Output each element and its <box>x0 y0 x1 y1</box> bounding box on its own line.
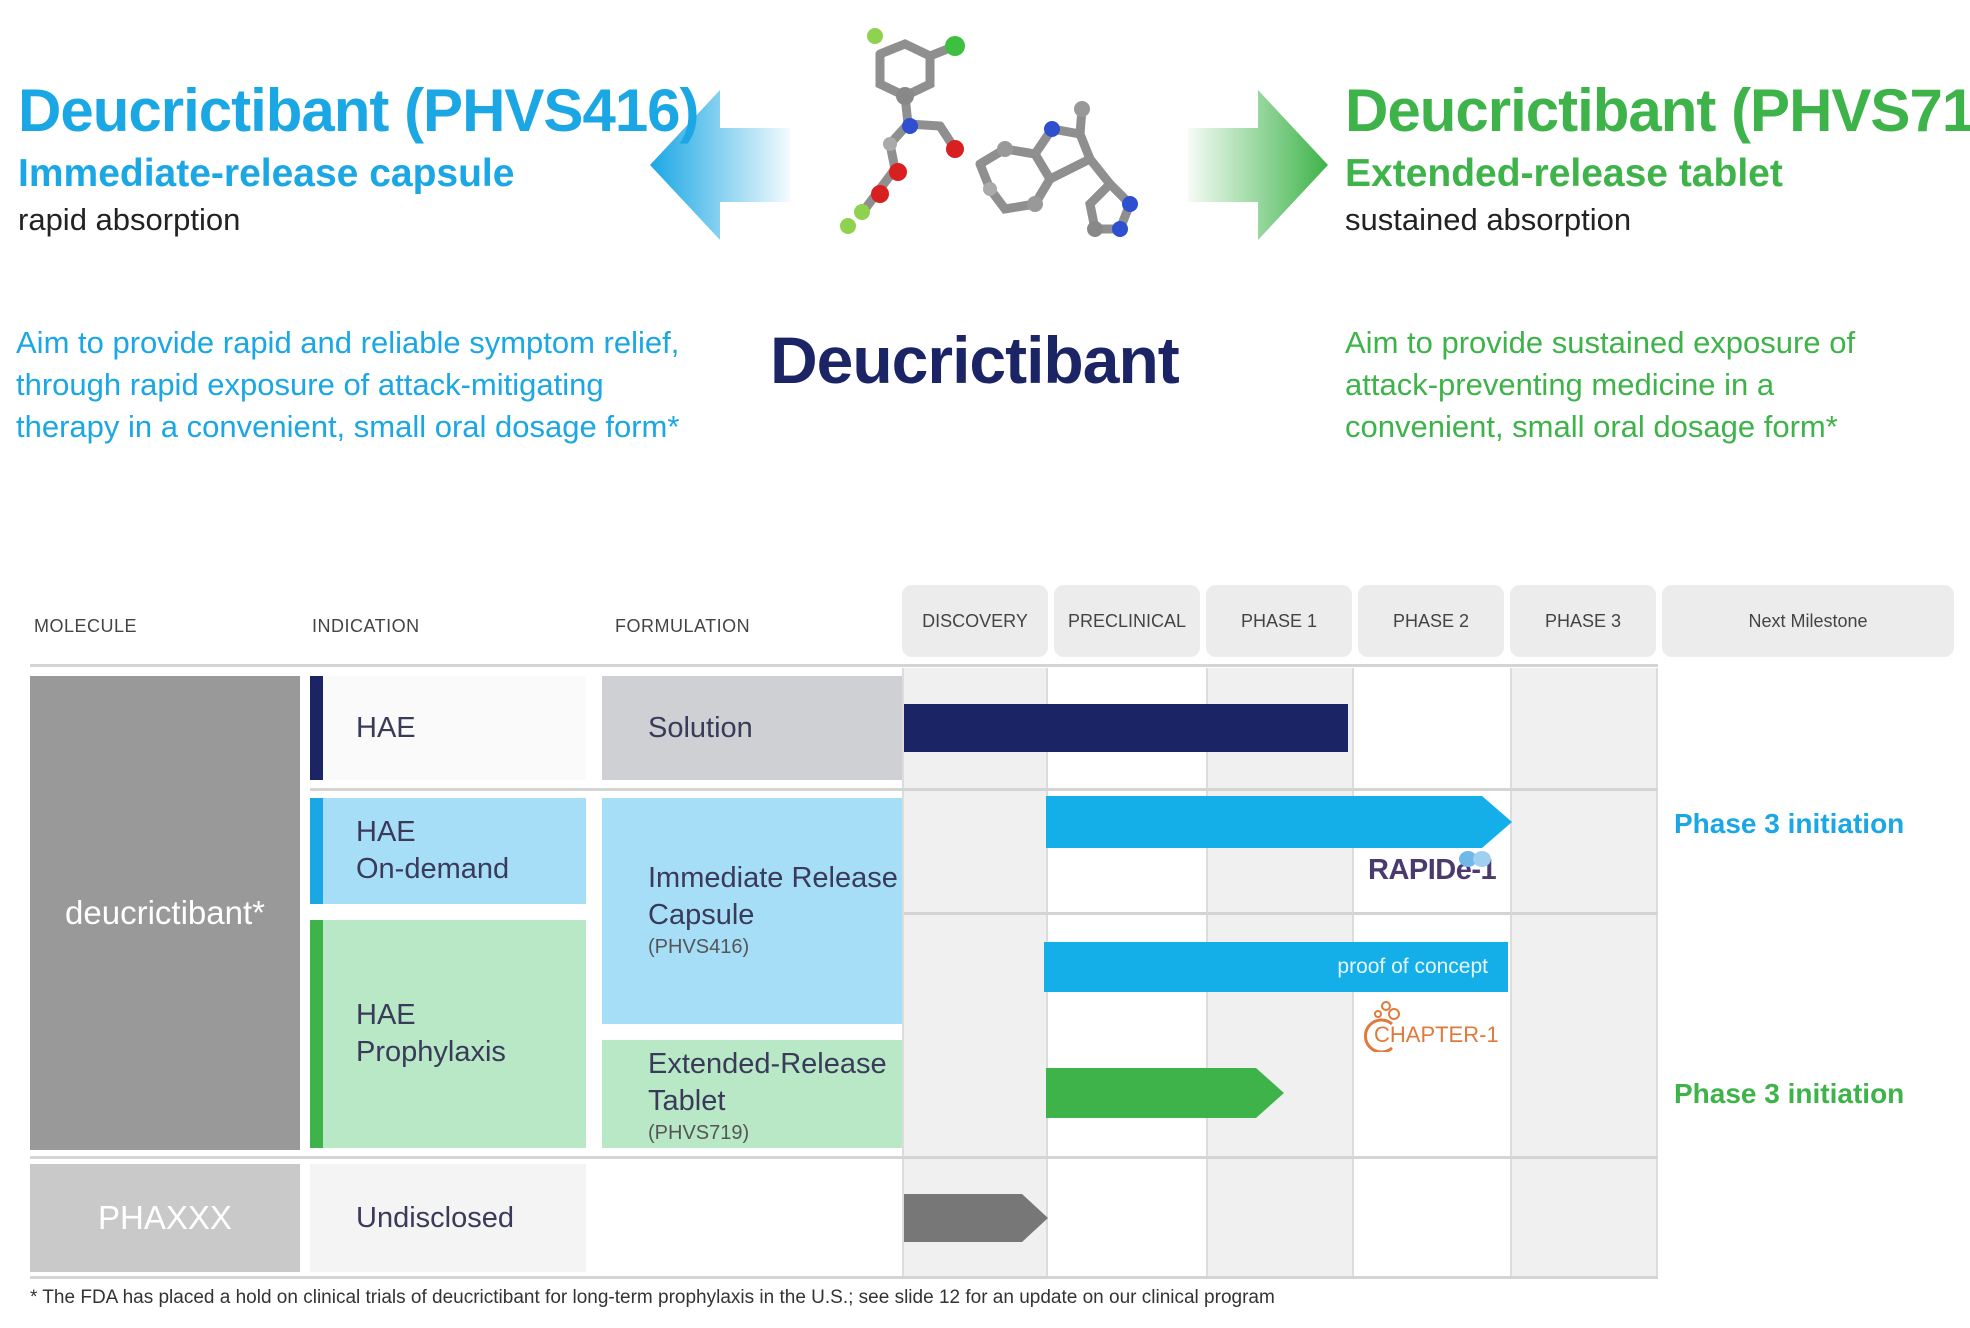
center-title: Deucrictibant <box>770 322 1179 398</box>
indication-hae-label: HAE <box>356 710 416 747</box>
gridline <box>1510 668 1512 1278</box>
gridline <box>1656 668 1658 1278</box>
indication-hae-prophylaxis: HAE Prophylaxis <box>310 920 586 1148</box>
phase-3-column <box>1512 668 1656 1276</box>
formulation-er-code: (PHVS719) <box>648 1120 902 1146</box>
butterfly-icon <box>1458 848 1492 870</box>
indication-on-demand-line-2: On-demand <box>356 851 509 888</box>
milestone-prophylaxis: Phase 3 initiation <box>1674 1078 1904 1110</box>
header-divider <box>30 664 1658 667</box>
formulation-solution-label: Solution <box>648 710 753 747</box>
proof-of-concept-label: proof of concept <box>1337 955 1488 979</box>
indication-undisclosed: Undisclosed <box>310 1164 586 1272</box>
rapide-1-logo: RAPIDe-1 <box>1368 854 1496 887</box>
formulation-er-line-1: Extended-Release <box>648 1046 902 1083</box>
header-preclinical: PRECLINICAL <box>1054 585 1200 657</box>
formulation-ir-line-1: Immediate Release <box>648 860 902 897</box>
molecule-structure-icon <box>790 14 1190 314</box>
molecule-deucrictibant: deucrictibant* <box>30 676 300 1150</box>
right-arrow-icon <box>1188 90 1328 240</box>
header-phase-1: PHASE 1 <box>1206 585 1352 657</box>
formulation-immediate-release: Immediate Release Capsule (PHVS416) <box>602 798 902 1024</box>
left-product-tagline: rapid absorption <box>18 202 240 238</box>
indication-on-demand-line-1: HAE <box>356 814 509 851</box>
right-product-aim: Aim to provide sustained exposure of att… <box>1345 322 1905 448</box>
progress-bar-undisclosed <box>904 1194 1048 1242</box>
formulation-ir-code: (PHVS416) <box>648 934 902 960</box>
right-product-tagline: sustained absorption <box>1345 202 1631 238</box>
progress-bar-proof-of-concept: proof of concept <box>1044 942 1508 992</box>
gridline <box>902 668 904 1278</box>
indication-undisclosed-label: Undisclosed <box>356 1200 514 1237</box>
header-formulation: FORMULATION <box>615 616 750 637</box>
chapter-1-logo: CHAPTER-1 <box>1362 1000 1482 1054</box>
progress-bar-solution <box>904 704 1348 752</box>
header-phase-3: PHASE 3 <box>1510 585 1656 657</box>
left-product-aim: Aim to provide rapid and reliable sympto… <box>16 322 696 448</box>
left-product-subtitle: Immediate-release capsule <box>18 152 514 196</box>
row-divider <box>30 1156 1658 1159</box>
right-product-title: Deucrictibant (PHVS719) <box>1345 76 1970 145</box>
row-divider <box>904 912 1658 915</box>
chapter-1-label: CHAPTER-1 <box>1374 1022 1499 1048</box>
table-bottom-divider <box>30 1276 1658 1279</box>
indication-prophylaxis-line-2: Prophylaxis <box>356 1034 506 1071</box>
indication-hae: HAE <box>310 676 586 780</box>
header-molecule: MOLECULE <box>34 616 137 637</box>
row-divider <box>310 788 1658 791</box>
left-product-title: Deucrictibant (PHVS416) <box>18 76 699 145</box>
molecule-phaxxx: PHAXXX <box>30 1164 300 1272</box>
progress-bar-on-demand <box>1046 796 1512 848</box>
formulation-solution: Solution <box>602 676 902 780</box>
header-discovery: DISCOVERY <box>902 585 1048 657</box>
footnote: * The FDA has placed a hold on clinical … <box>30 1287 1275 1309</box>
header-next-milestone: Next Milestone <box>1662 585 1954 657</box>
left-arrow-icon <box>650 90 790 240</box>
formulation-er-line-2: Tablet <box>648 1083 902 1120</box>
discovery-column <box>904 668 1046 1276</box>
right-product-subtitle: Extended-release tablet <box>1345 152 1783 196</box>
indication-hae-on-demand: HAE On-demand <box>310 798 586 904</box>
progress-bar-prophylaxis <box>1046 1068 1284 1118</box>
indication-prophylaxis-line-1: HAE <box>356 997 506 1034</box>
formulation-ir-line-2: Capsule <box>648 897 902 934</box>
header-indication: INDICATION <box>312 616 420 637</box>
header-phase-2: PHASE 2 <box>1358 585 1504 657</box>
formulation-extended-release: Extended-Release Tablet (PHVS719) <box>602 1040 902 1148</box>
milestone-on-demand: Phase 3 initiation <box>1674 808 1904 840</box>
